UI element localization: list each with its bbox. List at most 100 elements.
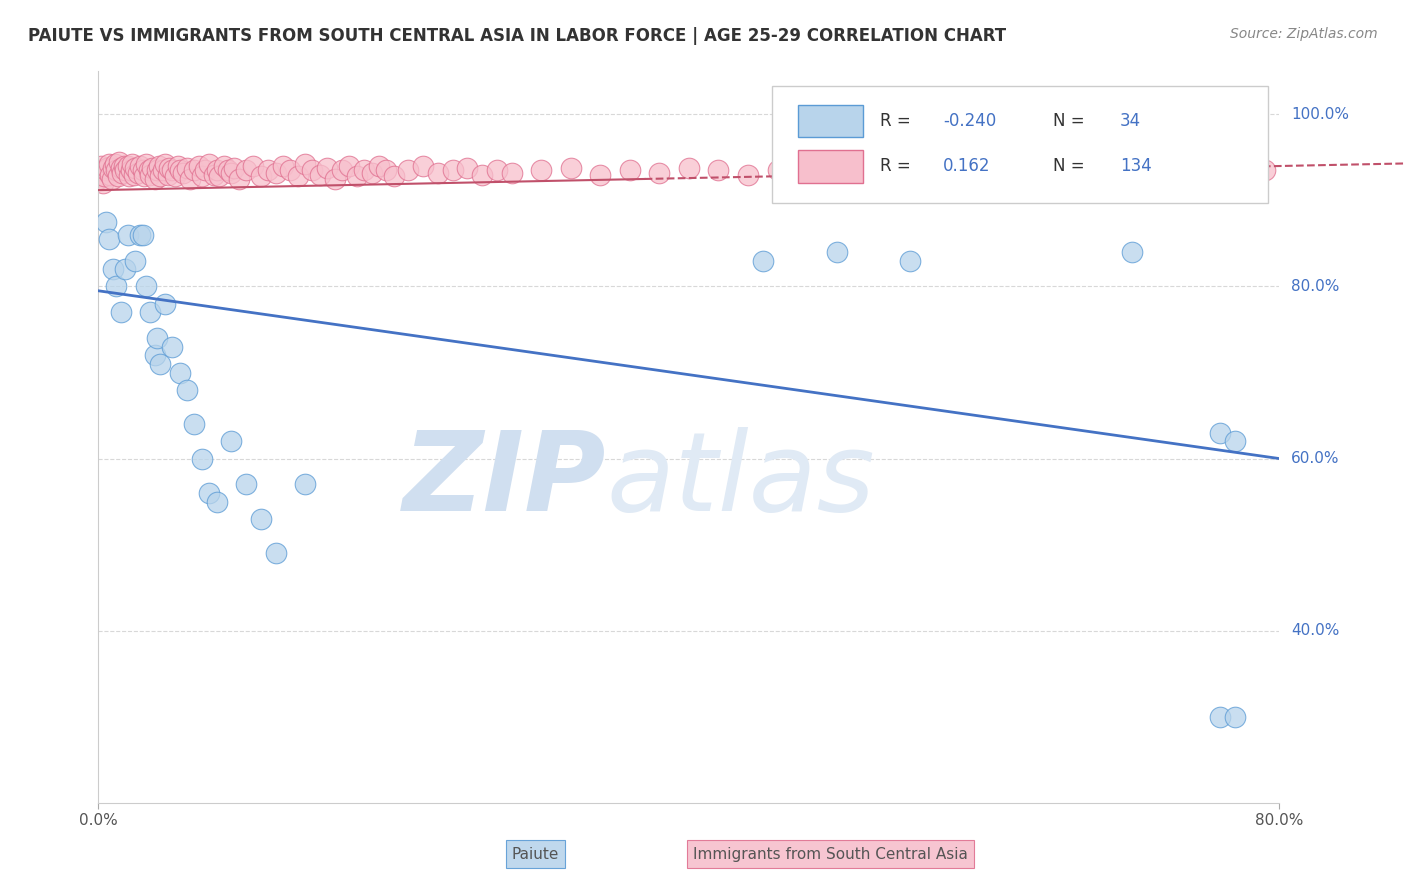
Bar [797,105,862,137]
Point [139,168,162,182]
Point [221,434,243,449]
Point [501,166,523,180]
Point [301,163,323,178]
Point [264,166,287,180]
Point [212,159,235,173]
Point [257,163,280,178]
Point [973,161,995,175]
Point [339,159,361,173]
Point [250,512,273,526]
Point [146,163,169,178]
Point [264,546,287,560]
Point [176,161,198,175]
Point [187,159,209,173]
Point [235,163,257,178]
Point [235,477,257,491]
Point [87,168,110,182]
Text: 34: 34 [1121,112,1142,130]
Point [737,168,759,182]
Point [323,172,346,186]
Point [250,169,273,184]
Point [1225,434,1247,449]
Point [855,163,877,178]
Point [589,168,612,182]
Point [294,157,316,171]
Point [134,169,156,184]
Point [825,245,848,260]
Text: 80.0%: 80.0% [1291,279,1340,294]
Point [353,163,375,178]
Point [1002,163,1025,178]
Point [139,305,162,319]
Point [441,163,464,178]
Point [943,166,966,180]
Point [224,161,246,175]
Point [198,486,221,500]
Point [146,331,169,345]
Point [530,163,553,178]
Point [194,163,217,178]
Point [110,161,132,175]
Point [108,154,131,169]
Point [162,340,183,354]
Point [91,176,114,190]
Point [560,161,582,175]
Point [157,161,180,175]
Point [287,169,309,184]
Point [110,305,132,319]
Point [427,166,450,180]
Point [118,169,141,184]
Point [398,163,420,178]
Point [128,227,150,242]
Text: atlas: atlas [606,427,875,534]
Point [179,172,201,186]
Point [153,157,176,171]
Point [124,253,146,268]
Point [183,417,205,432]
Text: R =: R = [880,112,917,130]
Text: ZIP: ZIP [402,427,606,534]
Point [205,494,228,508]
Point [309,168,332,182]
Point [152,163,174,178]
Text: 100.0%: 100.0% [1291,107,1350,122]
Point [100,172,122,186]
Point [120,163,142,178]
Point [135,157,157,171]
Text: 40.0%: 40.0% [1291,624,1340,638]
Point [766,163,789,178]
Point [122,168,145,182]
Text: 60.0%: 60.0% [1291,451,1340,467]
Point [149,169,172,184]
Point [825,161,848,175]
Point [471,168,494,182]
Point [1166,163,1188,178]
Point [96,161,118,175]
Point [1032,166,1054,180]
Point [316,161,339,175]
Point [107,169,129,184]
Point [176,383,198,397]
Point [368,159,391,173]
Point [141,161,163,175]
Point [162,163,183,178]
Point [111,166,134,180]
Point [1209,168,1232,182]
Point [375,163,398,178]
Point [169,163,191,178]
Point [900,253,922,268]
Point [191,169,214,184]
Point [1121,245,1143,260]
Point [90,159,112,173]
Point [112,159,135,173]
Point [103,161,125,175]
Point [132,227,155,242]
Point [117,159,139,173]
Point [752,253,775,268]
Text: -0.240: -0.240 [943,112,995,130]
Point [104,157,127,171]
Point [135,279,157,293]
Point [97,232,120,246]
Point [205,163,228,178]
Point [202,168,225,182]
